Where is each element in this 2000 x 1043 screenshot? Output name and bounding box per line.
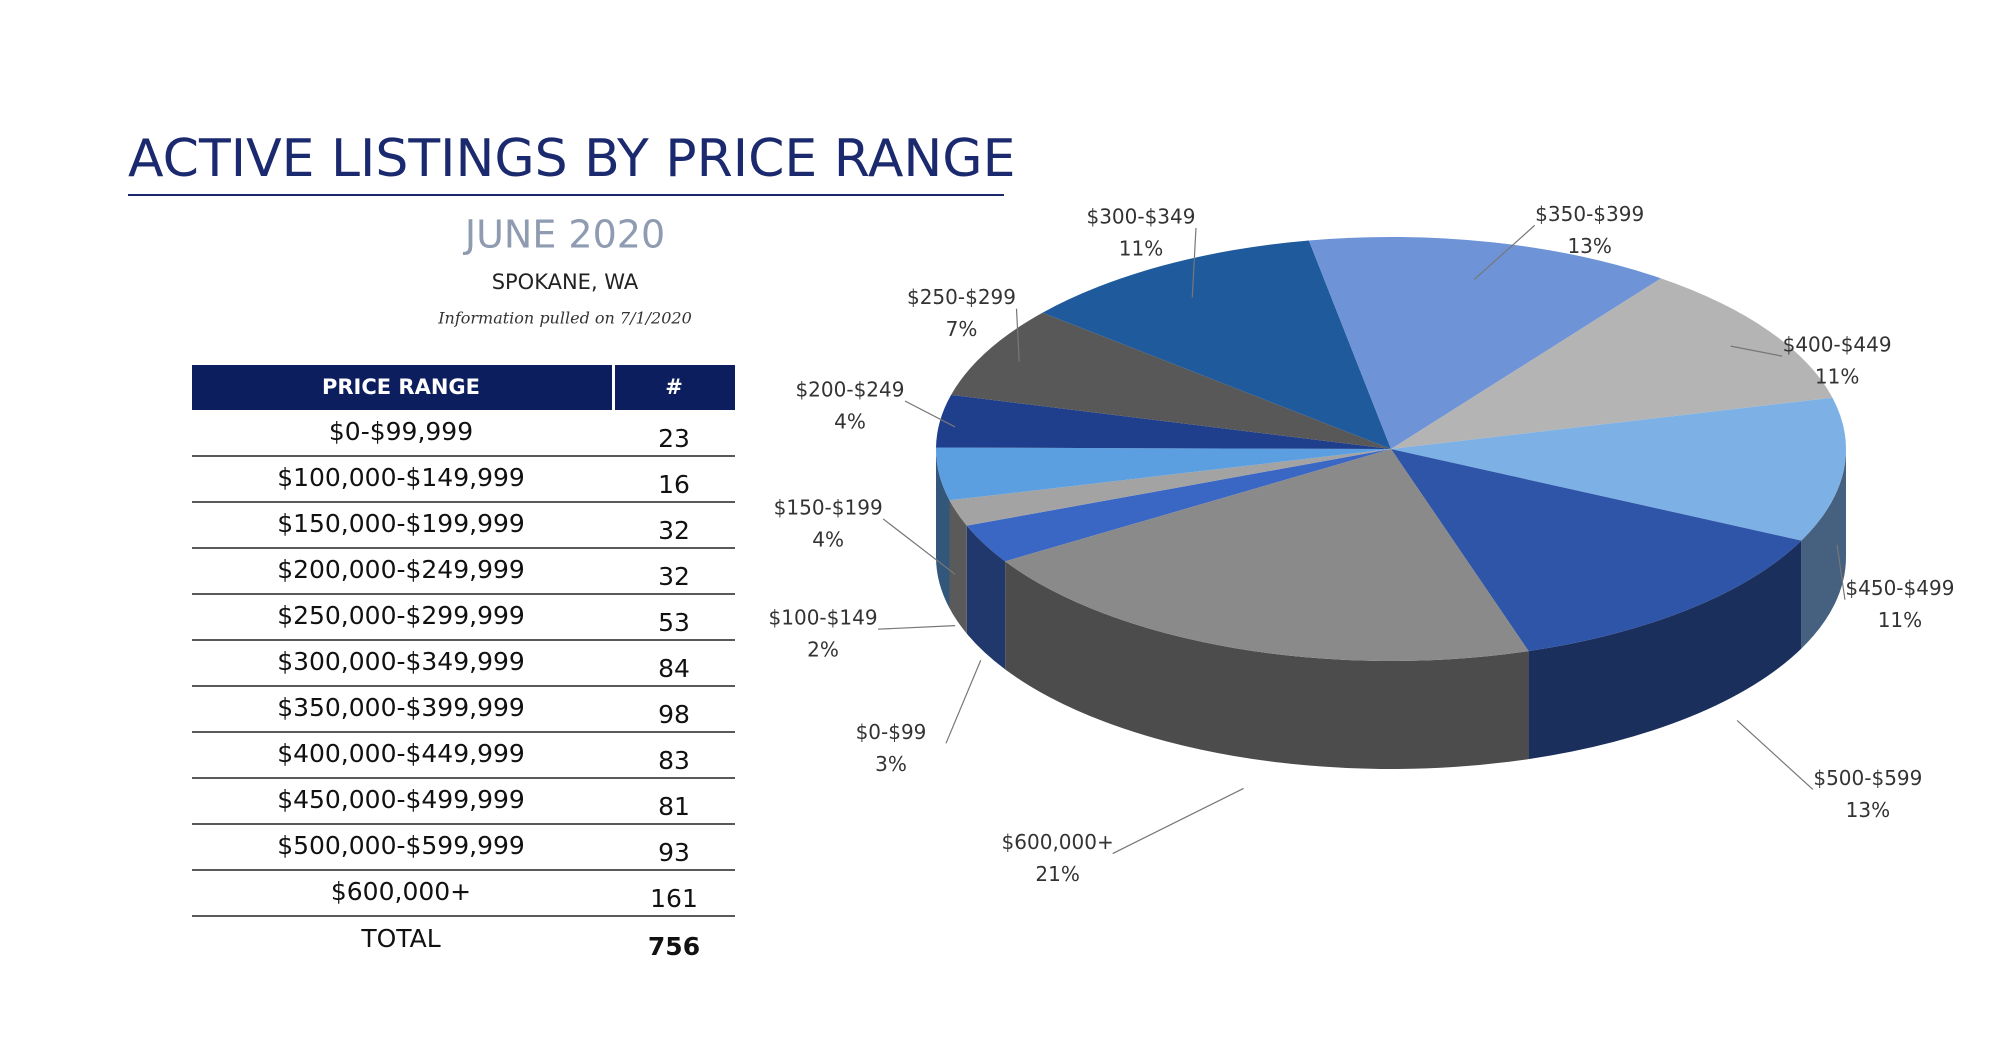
location: SPOKANE, WA — [492, 270, 639, 294]
slice-label: $100-$149 — [769, 606, 878, 630]
slice — [1391, 449, 1802, 652]
table-cell: 53 — [658, 608, 690, 637]
table-cell: $600,000+ — [331, 877, 471, 906]
table-cell: 98 — [658, 700, 690, 729]
leader-line — [904, 400, 956, 428]
slice-label: $600,000+ — [1002, 830, 1114, 854]
table-total: TOTAL — [360, 924, 440, 953]
table-cell: 93 — [658, 838, 690, 867]
table-header-bg — [615, 365, 735, 410]
slice-side — [1005, 561, 1529, 769]
slice-side — [949, 500, 967, 634]
table-cell: $100,000-$149,999 — [277, 463, 525, 492]
slice — [1391, 397, 1846, 541]
table-cell: 83 — [658, 746, 690, 775]
table-cell: $0-$99,999 — [329, 417, 473, 446]
slice-value-label: 4% — [812, 527, 844, 551]
slice-value-label: 11% — [1815, 365, 1859, 389]
table-total: 756 — [648, 932, 700, 961]
slice — [936, 447, 1391, 501]
table-cell: $450,000-$499,999 — [277, 785, 525, 814]
table-cell: 32 — [658, 516, 690, 545]
slice-value-label: 13% — [1567, 234, 1611, 258]
slice-value-label: 11% — [1119, 236, 1163, 260]
slice-label: $200-$249 — [795, 378, 904, 402]
leader-line — [1730, 345, 1783, 357]
table-cell: 16 — [658, 470, 690, 499]
slice-side — [966, 525, 1006, 670]
table-cell: $200,000-$249,999 — [277, 555, 525, 584]
slice — [936, 394, 1391, 449]
table-cell: $250,000-$299,999 — [277, 601, 525, 630]
leader-line — [1836, 544, 1846, 600]
slice-label: $500-$599 — [1813, 766, 1922, 790]
slice-label: $300-$349 — [1086, 204, 1195, 228]
slice-label: $0-$99 — [856, 720, 927, 744]
slice — [1042, 240, 1391, 449]
slice — [966, 449, 1391, 562]
slice — [951, 312, 1391, 449]
slice-label: $400-$449 — [1783, 333, 1892, 357]
slice-label: $250-$299 — [907, 285, 1016, 309]
table-cell: 84 — [658, 654, 690, 683]
slice-value-label: 7% — [946, 317, 978, 341]
table-cell: $300,000-$349,999 — [277, 647, 525, 676]
table-cell: 32 — [658, 562, 690, 591]
leader-line — [1473, 224, 1536, 280]
leader-line — [1112, 787, 1244, 855]
slice — [1005, 449, 1529, 661]
table-cell: $150,000-$199,999 — [277, 509, 525, 538]
slice-value-label: 21% — [1035, 862, 1079, 886]
slice-value-label: 3% — [875, 752, 907, 776]
table-header-bg — [192, 365, 612, 410]
slice-value-label: 2% — [807, 638, 839, 662]
table-cell: $400,000-$449,999 — [277, 739, 525, 768]
leader-line — [1015, 308, 1020, 362]
table-cell: $350,000-$399,999 — [277, 693, 525, 722]
slice-side — [936, 449, 950, 609]
leader-line — [945, 659, 982, 744]
slice-value-label: 13% — [1846, 798, 1890, 822]
table-cell: 81 — [658, 792, 690, 821]
slice-value-label: 11% — [1878, 608, 1922, 632]
table-cell: 23 — [658, 424, 690, 453]
table-header: # — [665, 375, 683, 399]
table-cell: 161 — [650, 884, 698, 913]
leader-line — [1191, 227, 1197, 298]
slice-label: $450-$499 — [1845, 576, 1954, 600]
table-cell: $500,000-$599,999 — [277, 831, 525, 860]
title: ACTIVE LISTINGS BY PRICE RANGE — [128, 129, 1015, 189]
leader-line — [878, 625, 956, 630]
table-header: PRICE RANGE — [322, 375, 480, 399]
slice-side — [1528, 540, 1802, 760]
leader-line — [1736, 720, 1814, 790]
slice — [1391, 278, 1833, 449]
subtitle: JUNE 2020 — [463, 213, 665, 257]
slice-value-label: 4% — [834, 410, 866, 434]
slice-label: $350-$399 — [1535, 202, 1644, 226]
slice — [949, 449, 1391, 526]
leader-line — [882, 518, 956, 575]
pie-chart — [936, 236, 1846, 769]
note: Information pulled on 7/1/2020 — [437, 309, 692, 328]
slice — [1308, 236, 1662, 449]
slice-side — [1801, 449, 1846, 649]
slice-label: $150-$199 — [774, 495, 883, 519]
